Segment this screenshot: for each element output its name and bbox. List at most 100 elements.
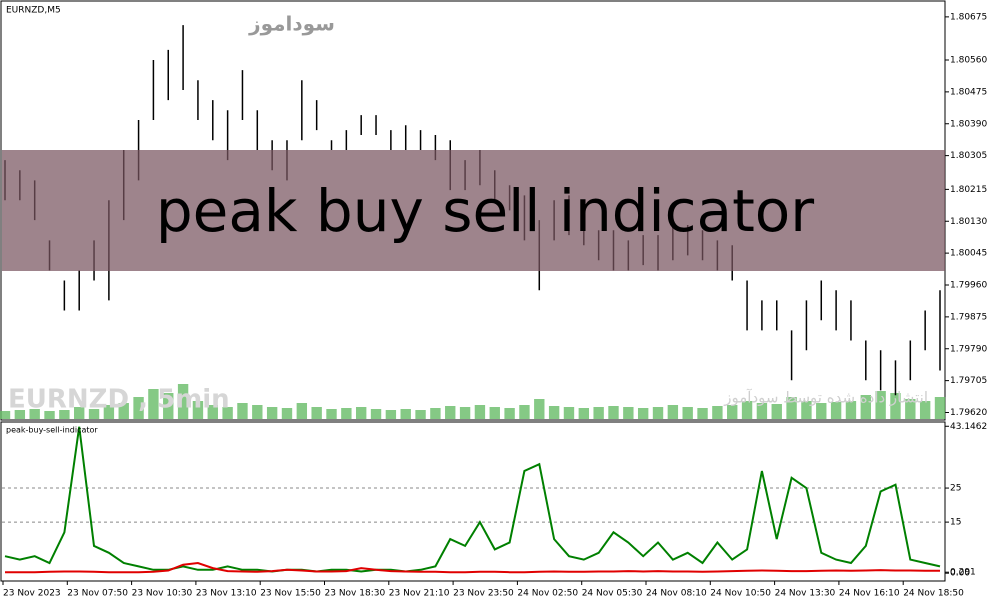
volume-bar [801, 401, 812, 419]
volume-bar [504, 408, 515, 419]
x-tick-label: 24 Nov 02:50 [517, 589, 578, 599]
indicator-line [5, 561, 940, 574]
indicator-pane [0, 421, 946, 582]
volume-bar [133, 397, 144, 419]
volume-bar [830, 402, 842, 419]
volume-bar [905, 399, 916, 419]
y-tick-label: 1.80215 [950, 185, 987, 195]
volume-bar [222, 407, 233, 419]
volume-bar [415, 410, 426, 419]
volume-bar [741, 401, 753, 419]
volume-bar [637, 408, 649, 419]
x-tick-label: 23 Nov 07:50 [67, 589, 128, 599]
volume-bar [341, 408, 352, 419]
x-tick-label: 23 Nov 23:50 [453, 589, 514, 599]
volume-bar [682, 407, 693, 419]
volume-bar [103, 405, 115, 419]
volume-bar [237, 403, 248, 419]
volume-bar [548, 406, 560, 419]
volume-bar [563, 407, 575, 419]
volume-bar [771, 404, 782, 419]
volume-bar [148, 389, 159, 419]
indicator-line [4, 426, 941, 573]
y-tick-label: 0.291 [950, 568, 976, 578]
volume-bar [192, 401, 204, 419]
volume-bar [445, 406, 456, 419]
volume-bar [266, 407, 278, 419]
chart-title: EURNZD,M5 [6, 6, 61, 16]
volume-bar [370, 409, 382, 419]
banner [2, 150, 945, 271]
volume-bar [311, 407, 322, 419]
volume-bar [296, 403, 308, 419]
volume-bar [667, 405, 679, 419]
volume-bar [430, 408, 441, 419]
indicator-title: peak-buy-sell-indicator [6, 426, 98, 435]
volume-bar [326, 409, 337, 419]
y-tick-label: 0.00 [950, 569, 970, 579]
y-tick-label: 1.80560 [950, 56, 987, 66]
x-tick-label: 24 Nov 05:30 [582, 589, 643, 599]
volume-bar [860, 395, 871, 419]
volume-bar [459, 407, 471, 419]
banner-text: peak buy sell indicator [156, 177, 814, 245]
y-tick-label: 1.79790 [950, 344, 987, 354]
y-tick-label: 43.1462 [950, 422, 987, 432]
x-tick-label: 23 Nov 21:10 [389, 589, 450, 599]
volume-bar [934, 397, 946, 419]
volume-bar [845, 401, 857, 419]
volume-bar [489, 407, 500, 419]
volume-bar [0, 411, 11, 419]
x-tick-label: 24 Nov 18:50 [903, 589, 964, 599]
x-tick-label: 23 Nov 15:50 [260, 589, 321, 599]
volume-bar [786, 397, 797, 419]
volume-bar [697, 408, 708, 419]
volume-bar [875, 391, 886, 419]
x-tick-label: 23 Nov 13:10 [196, 589, 257, 599]
volume-bar [816, 403, 827, 419]
watermark: EURNZD , 5min [8, 385, 230, 415]
y-tick-label: 1.80390 [950, 119, 987, 129]
volume-bar [593, 407, 604, 419]
volume-bar [118, 403, 129, 419]
volume-bar [207, 405, 218, 419]
volume-bar [652, 407, 664, 419]
x-tick-label: 23 Nov 10:30 [132, 589, 193, 599]
volume-bar [88, 409, 100, 419]
volume-bar [756, 403, 768, 419]
volume-bar [578, 408, 590, 419]
volume-bar [519, 405, 530, 419]
volume-bar [890, 393, 901, 419]
volume-bar [608, 406, 619, 419]
volume-bar [44, 411, 55, 419]
volume-bar [14, 410, 26, 419]
x-tick-label: 24 Nov 13:30 [775, 589, 836, 599]
volume-bar [385, 410, 397, 419]
volume-bar [74, 407, 85, 419]
volume-bar [177, 384, 189, 419]
watermark: انتشار داده شده توسط سودآموز [723, 389, 928, 407]
y-tick-label: 1.80675 [950, 12, 987, 22]
y-tick-label: 1.79875 [950, 312, 987, 322]
watermark: سوداموز [248, 12, 335, 36]
y-tick-label: 1.80305 [950, 151, 987, 161]
volume-bar [534, 399, 545, 419]
y-tick-label: 25 [950, 484, 961, 494]
volume-bar [252, 405, 263, 419]
volume-bar [712, 406, 723, 419]
volume-bar [355, 407, 367, 419]
volume-bar [474, 405, 486, 419]
volume-bar [919, 401, 931, 419]
volume-bar [163, 393, 174, 419]
y-tick-label: 15 [950, 518, 961, 528]
x-tick-label: 24 Nov 10:50 [710, 589, 771, 599]
volume-bar [400, 409, 411, 419]
y-tick-label: 1.79705 [950, 376, 987, 386]
y-tick-label: 1.79960 [950, 281, 987, 291]
volume-bar [281, 408, 293, 419]
x-tick-label: 23 Nov 18:30 [325, 589, 386, 599]
volume-bar [623, 407, 634, 419]
y-tick-label: 1.80045 [950, 249, 987, 259]
y-tick-label: 1.80475 [950, 87, 987, 97]
